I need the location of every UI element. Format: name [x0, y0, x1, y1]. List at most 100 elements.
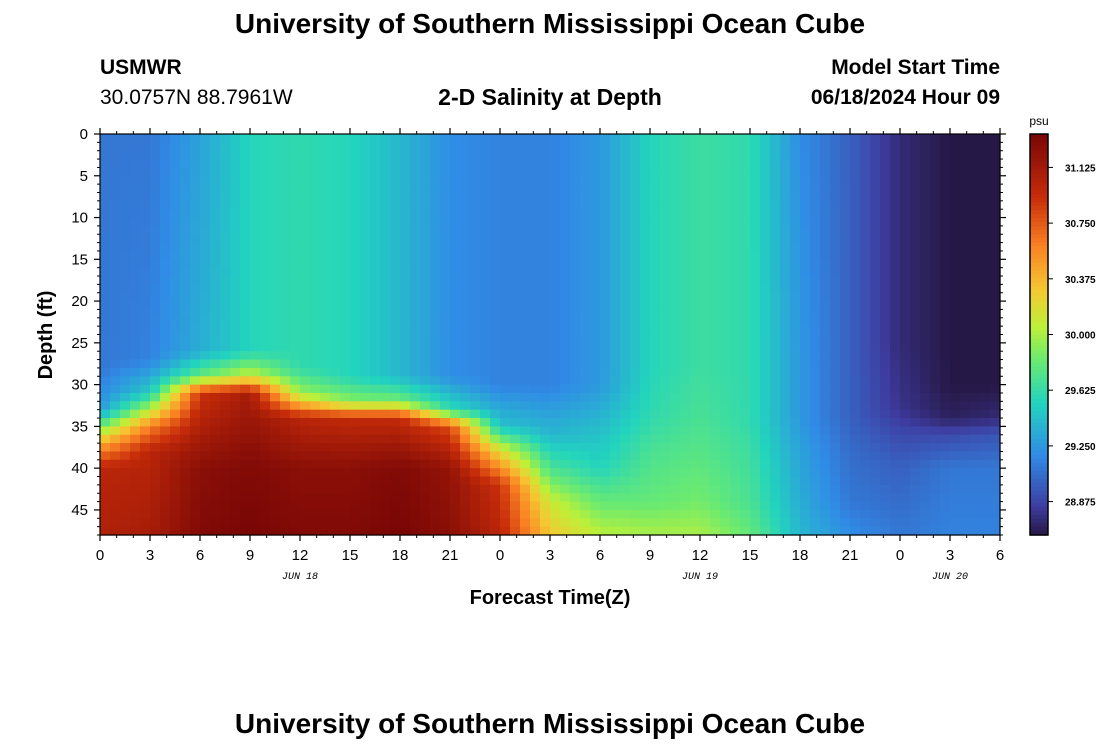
heatmap-cell	[290, 334, 301, 344]
heatmap-cell	[440, 242, 451, 252]
heatmap-cell	[310, 334, 321, 344]
heatmap-cell	[490, 351, 501, 361]
heatmap-cell	[610, 209, 621, 219]
heatmap-cell	[490, 225, 501, 235]
heatmap-cell	[730, 259, 741, 269]
heatmap-cell	[820, 334, 831, 344]
heatmap-cell	[130, 401, 141, 411]
heatmap-cell	[670, 326, 681, 336]
heatmap-cell	[670, 292, 681, 302]
heatmap-cell	[180, 418, 191, 427]
heatmap-cell	[350, 392, 361, 402]
heatmap-cell	[810, 259, 821, 269]
heatmap-cell	[710, 167, 721, 177]
heatmap-cell	[370, 267, 381, 277]
heatmap-cell	[390, 359, 401, 369]
heatmap-cell	[930, 376, 941, 386]
heatmap-cell	[880, 267, 891, 277]
heatmap-cell	[590, 526, 601, 536]
heatmap-cell	[850, 134, 861, 143]
heatmap-cell	[560, 501, 571, 511]
heatmap-cell	[250, 409, 261, 419]
heatmap-cell	[360, 451, 371, 461]
heatmap-cell	[950, 418, 961, 427]
heatmap-cell	[350, 426, 361, 436]
heatmap-cell	[690, 418, 701, 427]
heatmap-cell	[940, 301, 951, 311]
heatmap-cell	[930, 142, 941, 152]
heatmap-cell	[400, 276, 411, 285]
heatmap-cell	[220, 493, 231, 503]
heatmap-cell	[380, 401, 391, 411]
heatmap-cell	[320, 476, 331, 486]
heatmap-cell	[160, 443, 171, 453]
heatmap-cell	[530, 359, 541, 369]
heatmap-cell	[730, 468, 741, 478]
heatmap-cell	[900, 526, 911, 536]
heatmap-cell	[140, 468, 151, 478]
heatmap-cell	[560, 484, 571, 494]
heatmap-cell	[670, 434, 681, 444]
heatmap-cell	[360, 301, 371, 311]
heatmap-cell	[770, 301, 781, 311]
heatmap-cell	[270, 250, 281, 260]
heatmap-cell	[180, 518, 191, 528]
heatmap-cell	[820, 434, 831, 444]
heatmap-cell	[190, 276, 201, 285]
heatmap-cell	[860, 468, 871, 478]
heatmap-cell	[590, 443, 601, 453]
heatmap-cell	[740, 276, 751, 285]
heatmap-cell	[130, 142, 141, 152]
heatmap-cell	[640, 351, 651, 361]
heatmap-cell	[550, 451, 561, 461]
heatmap-cell	[720, 326, 731, 336]
heatmap-cell	[200, 209, 211, 219]
heatmap-cell	[200, 217, 211, 227]
heatmap-cell	[950, 401, 961, 411]
heatmap-cell	[680, 292, 691, 302]
heatmap-cell	[670, 401, 681, 411]
heatmap-cell	[210, 493, 221, 503]
heatmap-cell	[460, 317, 471, 327]
heatmap-cell	[430, 367, 441, 377]
heatmap-cell	[710, 493, 721, 503]
heatmap-cell	[250, 150, 261, 160]
heatmap-cell	[340, 501, 351, 511]
heatmap-cell	[560, 359, 571, 369]
heatmap-cell	[410, 476, 421, 486]
heatmap-cell	[370, 276, 381, 285]
heatmap-cell	[900, 401, 911, 411]
heatmap-cell	[520, 384, 531, 394]
heatmap-cell	[480, 159, 491, 169]
heatmap-cell	[130, 175, 141, 185]
heatmap-cell	[810, 317, 821, 327]
heatmap-cell	[910, 301, 921, 311]
heatmap-cell	[300, 434, 311, 444]
heatmap-cell	[600, 192, 611, 202]
heatmap-cell	[630, 392, 641, 402]
heatmap-cell	[910, 468, 921, 478]
heatmap-cell	[820, 200, 831, 210]
heatmap-cell	[650, 217, 661, 227]
heatmap-cell	[890, 317, 901, 327]
heatmap-cell	[150, 392, 161, 402]
heatmap-cell	[280, 200, 291, 210]
heatmap-cell	[440, 217, 451, 227]
heatmap-cell	[680, 451, 691, 461]
heatmap-cell	[300, 476, 311, 486]
heatmap-cell	[390, 150, 401, 160]
heatmap-cell	[700, 426, 711, 436]
heatmap-cell	[870, 509, 881, 519]
heatmap-cell	[970, 159, 981, 169]
heatmap-cell	[890, 334, 901, 344]
heatmap-cell	[250, 459, 261, 469]
heatmap-cell	[860, 159, 871, 169]
heatmap-cell	[810, 359, 821, 369]
heatmap-cell	[550, 434, 561, 444]
heatmap-cell	[990, 501, 1001, 511]
heatmap-cell	[180, 317, 191, 327]
heatmap-cell	[650, 250, 661, 260]
heatmap-cell	[170, 284, 181, 294]
heatmap-cell	[260, 276, 271, 285]
heatmap-cell	[510, 167, 521, 177]
